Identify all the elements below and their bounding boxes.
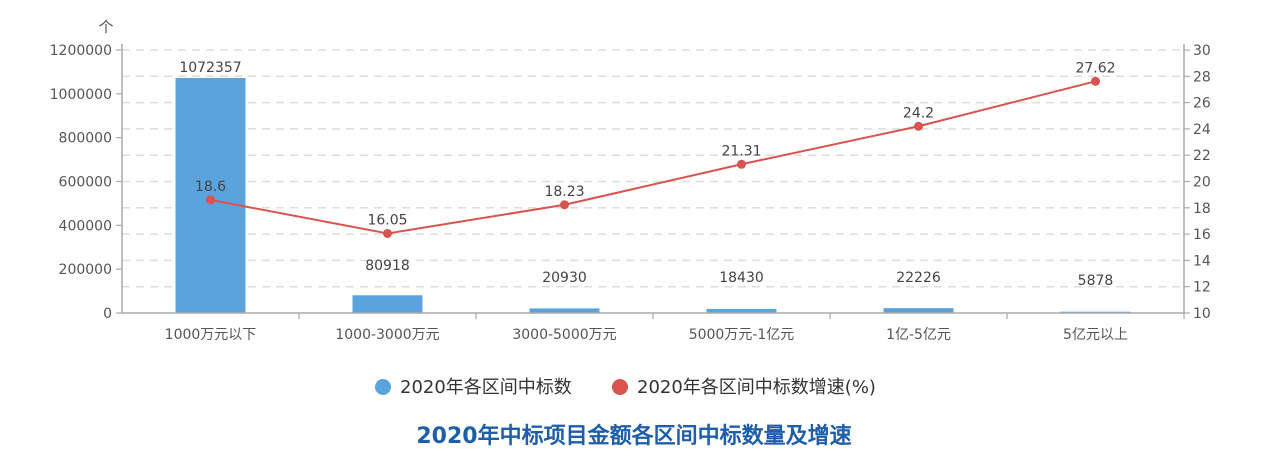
bar <box>883 308 954 313</box>
right-tick-label: 30 <box>1193 43 1211 59</box>
bar-value-label: 1072357 <box>179 60 241 76</box>
left-tick-label: 1000000 <box>50 87 112 103</box>
legend: 2020年各区间中标数 2020年各区间中标数增速(%) <box>375 377 876 398</box>
bar-value-label: 18430 <box>719 270 764 286</box>
line-value-label: 18.23 <box>544 184 584 200</box>
gridlines <box>122 49 1184 288</box>
bar-value-label: 20930 <box>542 270 587 286</box>
legend-bar-swatch <box>375 379 391 395</box>
right-tick-label: 22 <box>1193 148 1211 164</box>
line-point <box>206 195 215 205</box>
left-tick-label: 400000 <box>59 218 112 234</box>
chart-title: 2020年中标项目金额各区间中标数量及增速 <box>416 423 851 449</box>
left-tick-label: 0 <box>103 306 112 322</box>
bar <box>706 308 777 313</box>
axes: 0 200000 400000 600000 800000 1000000 1200000 1… <box>50 43 1211 343</box>
line-value-label: 24.2 <box>903 105 934 121</box>
bar-series <box>175 77 1131 313</box>
right-tick-label: 14 <box>1193 253 1211 269</box>
growth-line <box>210 80 1096 235</box>
line-value-label: 18.6 <box>195 179 226 195</box>
line-value-label: 27.62 <box>1075 60 1115 76</box>
right-tick-label: 28 <box>1193 69 1211 85</box>
x-tick-label: 1000-3000万元 <box>335 327 439 343</box>
line-point <box>914 121 923 131</box>
left-tick-label: 800000 <box>59 131 112 147</box>
line-value-label: 21.31 <box>721 143 761 159</box>
line-point <box>1091 76 1100 86</box>
left-axis-unit: 个 <box>98 18 113 36</box>
right-tick-label: 16 <box>1193 227 1211 243</box>
left-tick-label: 200000 <box>59 262 112 278</box>
bar <box>529 308 600 313</box>
right-tick-label: 10 <box>1193 306 1211 322</box>
right-tick-label: 26 <box>1193 96 1211 112</box>
legend-line-label: 2020年各区间中标数增速(%) <box>637 377 876 398</box>
x-tick-label: 1亿-5亿元 <box>886 327 951 343</box>
x-tick-label: 3000-5000万元 <box>512 327 616 343</box>
right-tick-label: 18 <box>1193 201 1211 217</box>
legend-bar-label: 2020年各区间中标数 <box>400 377 572 398</box>
x-tick-label: 5000万元-1亿元 <box>689 327 795 343</box>
x-tick-label: 1000万元以下 <box>165 327 257 343</box>
legend-line-swatch <box>612 379 628 395</box>
data-labels: 1072357 80918 20930 18430 22226 5878 18.6 16.05… <box>179 60 1115 289</box>
line-point <box>560 200 569 210</box>
bar-value-label: 5878 <box>1078 273 1114 289</box>
right-tick-label: 12 <box>1193 280 1211 296</box>
left-tick-label: 600000 <box>59 175 112 191</box>
line-point <box>737 159 746 169</box>
right-tick-label: 24 <box>1193 122 1211 138</box>
bar-value-label: 80918 <box>365 258 410 274</box>
right-tick-label: 20 <box>1193 175 1211 191</box>
line-series <box>206 76 1100 238</box>
bar-value-label: 22226 <box>896 270 941 286</box>
line-value-label: 16.05 <box>367 212 407 228</box>
line-point <box>383 228 392 238</box>
x-tick-label: 5亿元以上 <box>1063 327 1128 343</box>
bar <box>352 295 423 313</box>
left-tick-label: 1200000 <box>50 43 112 59</box>
